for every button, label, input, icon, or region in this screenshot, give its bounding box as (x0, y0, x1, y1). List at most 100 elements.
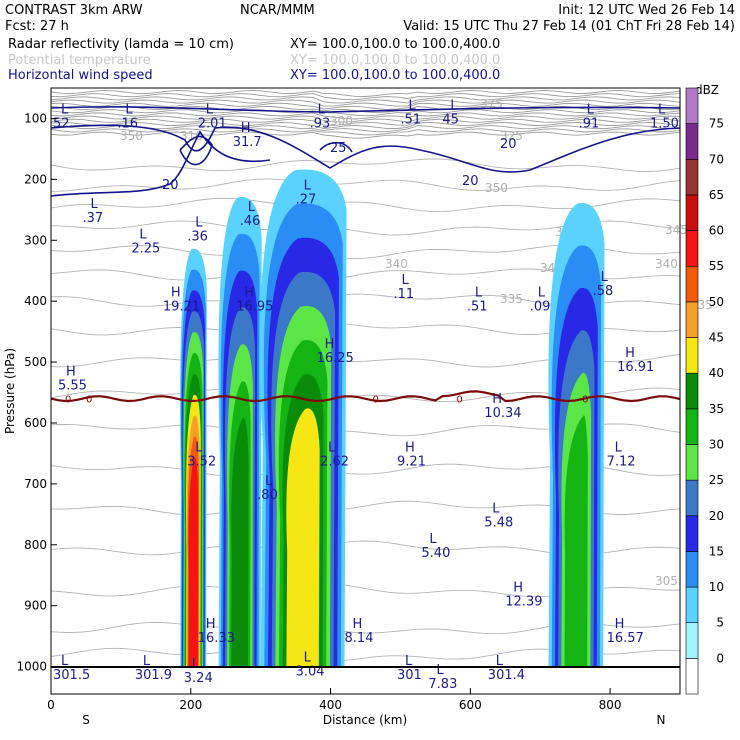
extremum-label: L3.04 (296, 651, 325, 680)
extremum-value: 301.5 (53, 668, 90, 683)
field-xy-theta: XY= 100.0,100.0 to 100.0,400.0 (290, 53, 500, 68)
extremum-label: H16.25 (317, 337, 354, 366)
extremum-label: L.16 (117, 103, 138, 132)
extremum-type: L (318, 103, 326, 118)
extremum-label: L.46 (240, 200, 261, 229)
x-axis: 0 200 400 600 800 (47, 688, 622, 712)
extremum-type: L (328, 441, 336, 456)
extremum-label: L.58 (593, 270, 614, 299)
theta-contour (50, 131, 681, 139)
extremum-label: L2.01 (198, 103, 227, 132)
theta-contour (50, 128, 681, 136)
extremum-value: 7.83 (428, 677, 457, 692)
extremum-value: .91 (579, 117, 600, 132)
extremum-type: L (125, 103, 133, 118)
extremum-label: L.91 (579, 103, 600, 132)
wind-contour (319, 141, 353, 153)
extremum-value: 301.9 (135, 668, 172, 683)
extremum-label: H16.33 (198, 617, 235, 646)
freezing-level: 0 0 0 0 0 (50, 390, 681, 406)
theta-contour (50, 93, 681, 101)
colorbar-swatch (685, 230, 699, 267)
theta-label: 345 (665, 223, 688, 237)
freezing-level-label: 0 (582, 395, 588, 406)
colorbar-tick-label: 15 (709, 544, 724, 558)
colorbar-tick-label: 65 (709, 188, 724, 202)
extremum-type: L (587, 103, 595, 118)
theta-label: 340 (385, 257, 408, 271)
y-tick-label: 600 (24, 416, 47, 430)
plot-frame (50, 87, 681, 695)
wind-speed-contours: 20 25 20 20 (50, 106, 681, 197)
theta-contour (50, 99, 681, 107)
colorbar-tick-label: 30 (709, 437, 724, 451)
colorbar-tick-label: 40 (709, 366, 724, 380)
extremum-type: H (353, 617, 363, 632)
field-name-reflectivity: Radar reflectivity (lamda = 10 cm) (8, 37, 234, 52)
extremum-value: .51 (400, 112, 421, 127)
extremum-type: L (436, 663, 444, 678)
extremum-value: .11 (393, 287, 414, 302)
extremum-value: 7.12 (607, 455, 636, 470)
reflectivity-band (286, 408, 320, 667)
extremum-label: L.11 (393, 273, 414, 302)
theta-contour (50, 89, 681, 97)
theta-label: 340 (655, 257, 678, 271)
colorbar-swatch (685, 87, 699, 124)
extremum-type: L (429, 532, 437, 547)
extremum-value: 10.34 (484, 406, 521, 421)
extremum-value: 2.01 (198, 117, 227, 132)
theta-label: 325 (500, 129, 523, 143)
colorbar-swatch (685, 301, 699, 338)
theta-contour (50, 96, 681, 104)
extremum-label: L.93 (310, 103, 331, 132)
y-tick-label: 1000 (16, 660, 47, 674)
extremum-value: 3.24 (184, 671, 213, 686)
extremum-label: H19.21 (163, 285, 200, 314)
theta-label: 305 (655, 574, 678, 588)
extremum-type: L (206, 103, 214, 118)
extremum-value: 12.39 (505, 595, 542, 610)
extremum-value: 2.62 (320, 455, 349, 470)
extremum-type: L (192, 657, 200, 672)
extremum-label: L.27 (296, 179, 317, 208)
extremum-type: L (538, 285, 546, 300)
y-tick-label: 300 (24, 233, 47, 247)
theta-label: 300 (330, 114, 353, 128)
extremum-label: L5.40 (421, 532, 450, 561)
colorbar-swatch (685, 551, 699, 588)
colorbar-tick-label: 60 (709, 224, 724, 238)
x-tick-label: 200 (179, 698, 202, 712)
extremum-type: L (61, 103, 69, 118)
colorbar-tick-label: 75 (709, 117, 724, 131)
theta-contour (50, 112, 681, 120)
extremum-type: H (66, 364, 76, 379)
colorbar-tick-label: 35 (709, 402, 724, 416)
reflectivity-cell (548, 203, 605, 667)
freezing-level-line (50, 390, 681, 403)
wind-contour-label: 20 (462, 174, 479, 189)
extremum-label: L.51 (467, 285, 488, 314)
extremum-value: .58 (593, 284, 614, 299)
extremum-label: L.36 (187, 215, 208, 244)
extremum-value: 19.21 (163, 299, 200, 314)
extremum-label: L.37 (82, 197, 103, 226)
extremum-type: H (244, 285, 254, 300)
wind-contour (179, 135, 213, 166)
colorbar-swatch (685, 265, 699, 303)
extremum-label: H16.57 (607, 617, 644, 646)
colorbar-tick-label: 55 (709, 259, 724, 273)
extremum-type: L (304, 651, 312, 666)
wind-contour-label: 20 (500, 137, 517, 152)
theta-label: 350 (120, 129, 143, 143)
extremum-value: 5.48 (484, 516, 513, 531)
extremum-label: L3.24 (184, 657, 213, 686)
colorbar-swatch (685, 622, 699, 659)
extremum-value: 3.52 (187, 455, 216, 470)
colorbar-swatch (685, 408, 699, 445)
extremum-label: L5.48 (484, 502, 513, 531)
extremum-label: L.80 (257, 474, 278, 503)
extremum-value: .16 (117, 117, 138, 132)
extremum-value: .36 (187, 229, 208, 244)
